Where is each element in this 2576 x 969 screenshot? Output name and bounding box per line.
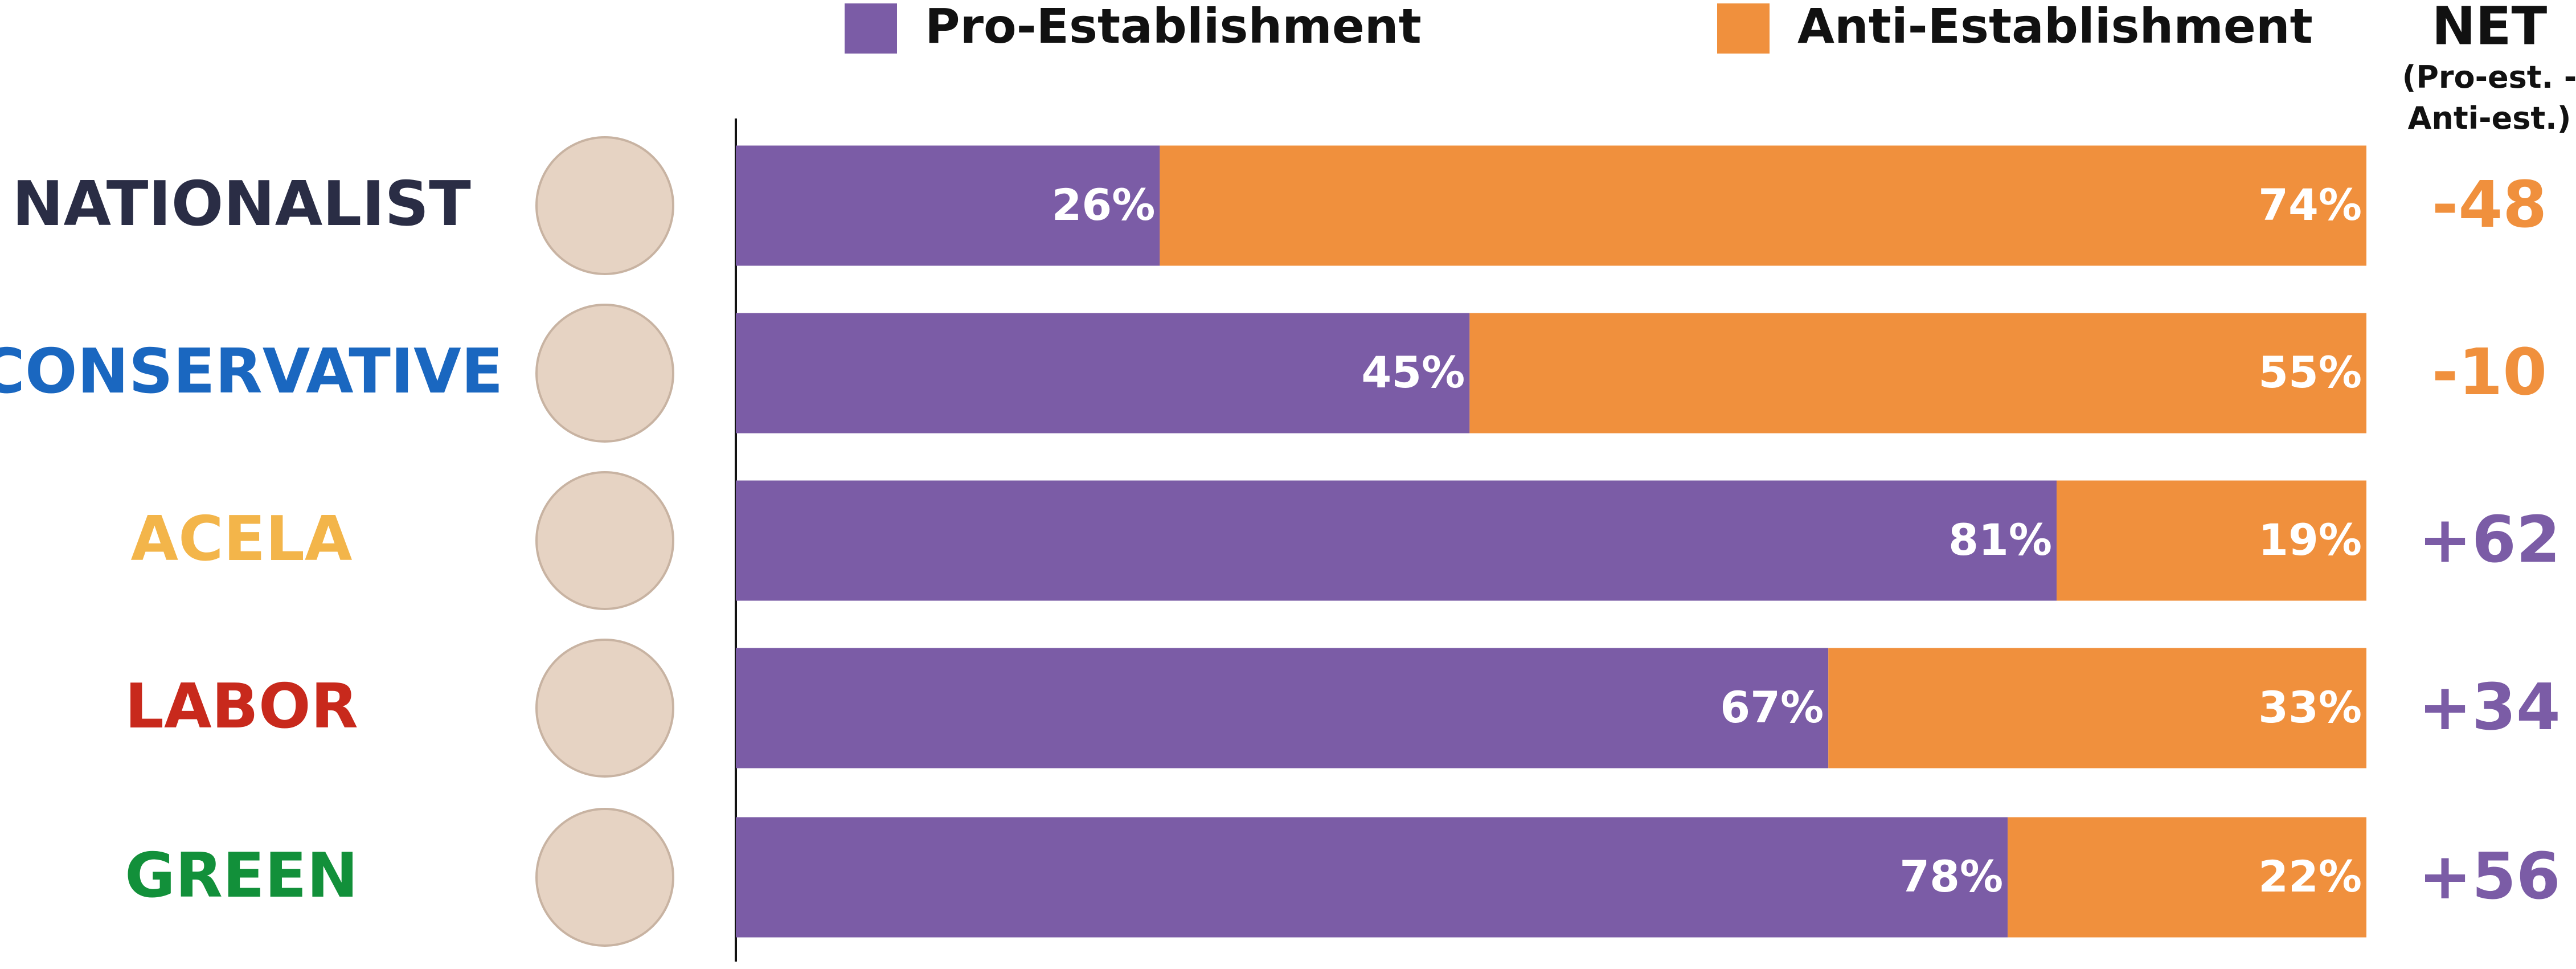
portrait [535,471,674,610]
bar-segment [1828,648,2366,768]
portrait [535,639,674,778]
bar-segment [1160,145,2367,266]
bar-segment [2008,817,2366,938]
portrait [535,304,674,443]
category-label: NATIONALIST [12,169,471,240]
net-value: -10 [2432,336,2547,410]
bar-segment [736,648,1829,768]
category-label: CONSERVATIVE [0,336,503,407]
net-value: +56 [2418,840,2561,914]
bar-segment [736,480,2057,601]
value-label: 78% [1899,851,2003,902]
bar-segment [736,313,1470,434]
net-value: +34 [2418,670,2561,745]
value-label: 45% [1361,347,1465,398]
category-label: ACELA [130,504,352,575]
bar-segment [2057,480,2366,601]
category-label: LABOR [125,671,358,742]
legend-swatch [1717,3,1770,54]
bar-segment [1469,313,2366,434]
portrait [535,136,674,275]
value-label: 74% [2258,179,2362,230]
bar-segment [736,145,1160,266]
legend-swatch [845,3,897,54]
portrait [535,808,674,947]
bar-segment [736,817,2008,938]
category-label: GREEN [125,840,358,911]
value-label: 19% [2258,514,2362,565]
value-label: 67% [1720,682,1824,733]
value-label: 22% [2258,851,2362,902]
net-value: -48 [2432,168,2547,242]
value-label: 55% [2258,347,2362,398]
legend-label: Anti-Establishment [1797,0,2313,54]
value-label: 33% [2258,682,2362,733]
net-title: NET [2432,0,2548,56]
value-label: 81% [1948,514,2052,565]
legend-label: Pro-Establishment [925,0,1422,54]
value-label: 26% [1051,179,1155,230]
net-subtitle: (Pro-est. - Anti-est.) [2402,59,2576,136]
net-value: +62 [2418,503,2561,577]
